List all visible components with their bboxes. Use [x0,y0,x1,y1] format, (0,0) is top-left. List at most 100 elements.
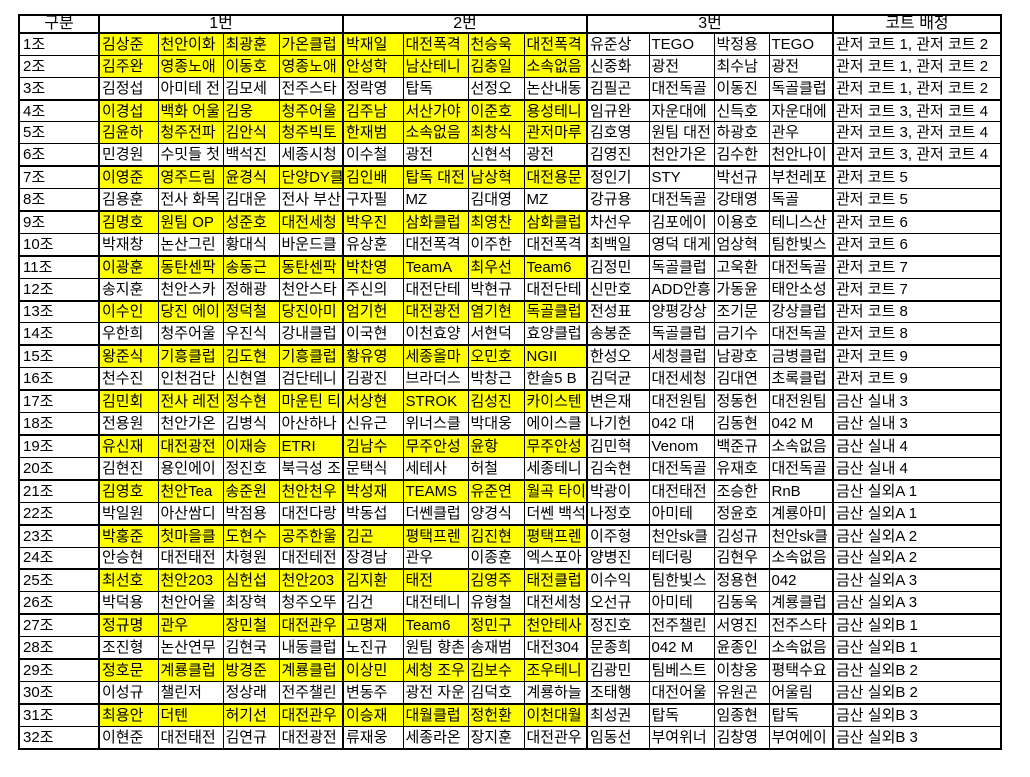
cell-player-name[interactable]: 문택식 [342,456,404,481]
cell-player-name[interactable]: 김정섭 [98,76,159,101]
cell-group-label[interactable]: 4조 [18,99,100,123]
cell-player-name[interactable]: 김건 [342,591,404,616]
cell-player-name[interactable]: 주신의 [342,277,404,302]
cell-player-name[interactable]: 장경남 [342,546,404,571]
cell-player-name[interactable]: 신만호 [586,277,650,302]
cell-club-name[interactable]: 엑스포아 [523,546,588,571]
cell-club-name[interactable]: 대전세청 [523,591,588,616]
cell-club-name[interactable]: 대전테니 [402,591,469,616]
cell-player-name[interactable]: 엄상혁 [713,232,770,257]
cell-club-name[interactable]: 더텐 [157,703,224,727]
cell-player-name[interactable]: 최용안 [98,703,159,727]
cell-club-name[interactable]: MZ [523,187,588,212]
cell-player-name[interactable]: 강태영 [713,187,770,212]
cell-player-name[interactable]: 금기수 [713,322,770,347]
cell-club-name[interactable]: 천안가온 [157,412,224,436]
cell-club-name[interactable]: 대전세청 [278,210,344,234]
cell-player-name[interactable]: 정진호 [586,613,650,638]
cell-court-assignment[interactable]: 금산 실내 4 [832,456,1002,481]
cell-player-name[interactable]: 선정오 [467,76,525,101]
cell-player-name[interactable]: 서영진 [713,613,770,638]
cell-club-name[interactable]: STY [648,165,715,190]
cell-club-name[interactable]: 북극성 조 [278,456,344,481]
cell-player-name[interactable]: 신현열 [222,367,280,392]
cell-club-name[interactable]: 용인에이 [157,456,224,481]
cell-club-name[interactable]: 천안스카 [157,277,224,302]
cell-club-name[interactable]: 소속없음 [768,546,834,571]
cell-player-name[interactable]: 박광이 [586,479,650,503]
cell-player-name[interactable]: 염기현 [467,300,525,324]
cell-player-name[interactable]: 김정민 [586,255,650,279]
cell-club-name[interactable]: 부여에이 [768,725,834,750]
cell-player-name[interactable]: 김수한 [713,143,770,168]
cell-club-name[interactable]: 영종노애 [278,54,344,78]
cell-group-label[interactable]: 18조 [18,412,100,436]
cell-player-name[interactable]: 김명호 [98,210,159,234]
cell-club-name[interactable]: 계룡하늘 [523,680,588,705]
cell-club-name[interactable]: 부천레포 [768,165,834,190]
cell-player-name[interactable]: 유재호 [713,456,770,481]
cell-club-name[interactable]: 삼화클럽 [402,210,469,234]
cell-court-assignment[interactable]: 관저 코트 3, 관저 코트 4 [832,121,1002,145]
cell-court-assignment[interactable]: 관저 코트 3, 관저 코트 4 [832,143,1002,168]
cell-club-name[interactable]: 마운틴 티 [278,389,344,414]
cell-court-assignment[interactable]: 관저 코트 5 [832,187,1002,212]
cell-player-name[interactable]: 박동섭 [342,501,404,526]
cell-player-name[interactable]: 방경준 [222,658,280,682]
cell-club-name[interactable]: 천안sk클 [648,524,715,548]
cell-player-name[interactable]: 정수현 [222,389,280,414]
cell-court-assignment[interactable]: 금산 실외A 3 [832,568,1002,593]
cell-player-name[interactable]: 안성학 [342,54,404,78]
cell-player-name[interactable]: 김광민 [586,658,650,682]
cell-player-name[interactable]: 김남수 [342,434,404,458]
cell-player-name[interactable]: 정인기 [586,165,650,190]
cell-club-name[interactable]: 수밋들 첫 [157,143,224,168]
cell-player-name[interactable]: 김대영 [467,187,525,212]
cell-club-name[interactable]: Team6 [523,255,588,279]
cell-club-name[interactable]: 대전독골 [648,187,715,212]
cell-group-label[interactable]: 14조 [18,322,100,347]
cell-club-name[interactable]: 용성테니 [523,99,588,123]
cell-player-name[interactable]: 김안식 [222,121,280,145]
cell-player-name[interactable]: 박홍준 [98,524,159,548]
cell-club-name[interactable]: 전주챌린 [278,680,344,705]
cell-player-name[interactable]: 하광호 [713,121,770,145]
cell-player-name[interactable]: 유신재 [98,434,159,458]
cell-club-name[interactable]: 서산가야 [402,99,469,123]
cell-player-name[interactable]: 안승현 [98,546,159,571]
cell-player-name[interactable]: 윤항 [467,434,525,458]
cell-club-name[interactable]: 기흥클럽 [278,344,344,369]
cell-player-name[interactable]: 최백일 [586,232,650,257]
cell-club-name[interactable]: 원팀 OP [157,210,224,234]
cell-player-name[interactable]: 구자필 [342,187,404,212]
cell-player-name[interactable]: 허철 [467,456,525,481]
cell-club-name[interactable]: 부여위너 [648,725,715,750]
cell-club-name[interactable]: 아미테 [648,591,715,616]
cell-club-name[interactable]: 아산하나 [278,412,344,436]
cell-player-name[interactable]: 정윤호 [713,501,770,526]
cell-club-name[interactable]: 원팀 대전 [648,121,715,145]
cell-club-name[interactable]: 독골클럽 [648,322,715,347]
cell-club-name[interactable]: 천안Tea [157,479,224,503]
cell-club-name[interactable]: 전주챌린 [648,613,715,638]
cell-club-name[interactable]: 팀한빛스 [768,232,834,257]
cell-court-assignment[interactable]: 관저 코트 1, 관저 코트 2 [832,76,1002,101]
cell-club-name[interactable]: 전사 레전 [157,389,224,414]
cell-player-name[interactable]: 김병식 [222,412,280,436]
cell-club-name[interactable]: 천안sk클 [768,524,834,548]
header-player1-section[interactable]: 1번 [98,14,344,34]
cell-player-name[interactable]: 조태행 [586,680,650,705]
cell-club-name[interactable]: 대월클럽 [402,703,469,727]
cell-club-name[interactable]: TeamA [402,255,469,279]
cell-player-name[interactable]: 유상훈 [342,232,404,257]
cell-player-name[interactable]: 우한희 [98,322,159,347]
cell-club-name[interactable]: 아미테 [648,501,715,526]
cell-player-name[interactable]: 김현진 [98,456,159,481]
cell-player-name[interactable]: 유준연 [467,479,525,503]
cell-player-name[interactable]: 김도현 [222,344,280,369]
cell-player-name[interactable]: 이용호 [713,210,770,234]
cell-club-name[interactable]: 천안가온 [648,143,715,168]
cell-group-label[interactable]: 30조 [18,680,100,705]
cell-club-name[interactable]: 관저마루 [523,121,588,145]
cell-club-name[interactable]: 대전광전 [278,725,344,750]
